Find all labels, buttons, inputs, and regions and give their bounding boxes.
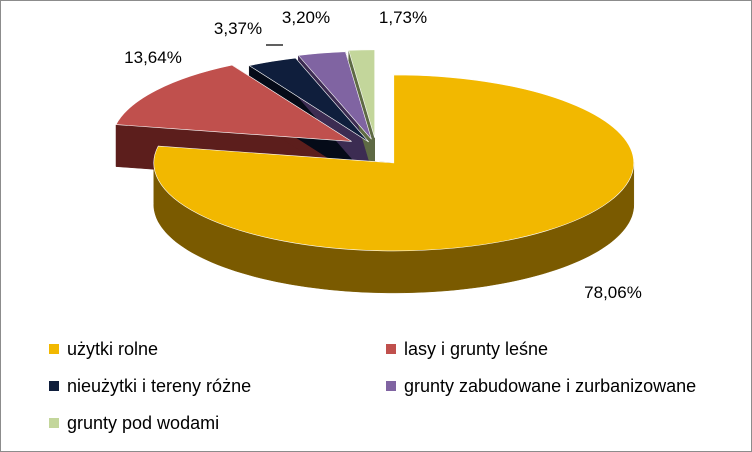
data-label: 3,37% bbox=[214, 19, 262, 38]
data-label: 13,64% bbox=[124, 48, 182, 67]
legend-swatch bbox=[386, 381, 396, 391]
legend-swatch bbox=[49, 418, 59, 428]
legend-label: grunty pod wodami bbox=[67, 413, 219, 433]
pie-slice bbox=[297, 51, 372, 140]
legend-label: nieużytki i tereny różne bbox=[67, 376, 251, 396]
legend: użytki rolne lasy i grunty leśne nieużytki… bbox=[49, 339, 696, 433]
legend-swatch bbox=[49, 381, 59, 391]
legend-swatch bbox=[49, 344, 59, 354]
data-label: 78,06% bbox=[584, 283, 642, 302]
legend-label: grunty zabudowane i zurbanizowane bbox=[404, 376, 696, 396]
data-labels: 78,06% 13,64% 3,37% 3,20% 1,73% bbox=[124, 8, 642, 302]
data-label: 1,73% bbox=[379, 8, 427, 27]
legend-label: lasy i grunty leśne bbox=[404, 339, 548, 359]
data-label: 3,20% bbox=[282, 8, 330, 27]
pie-slice bbox=[248, 57, 369, 143]
legend-swatch bbox=[386, 344, 396, 354]
pie-slice bbox=[348, 49, 376, 138]
pie-slice bbox=[153, 74, 635, 252]
pie-tops bbox=[115, 49, 635, 252]
pie-slice bbox=[115, 64, 352, 142]
legend-label: użytki rolne bbox=[67, 339, 158, 359]
